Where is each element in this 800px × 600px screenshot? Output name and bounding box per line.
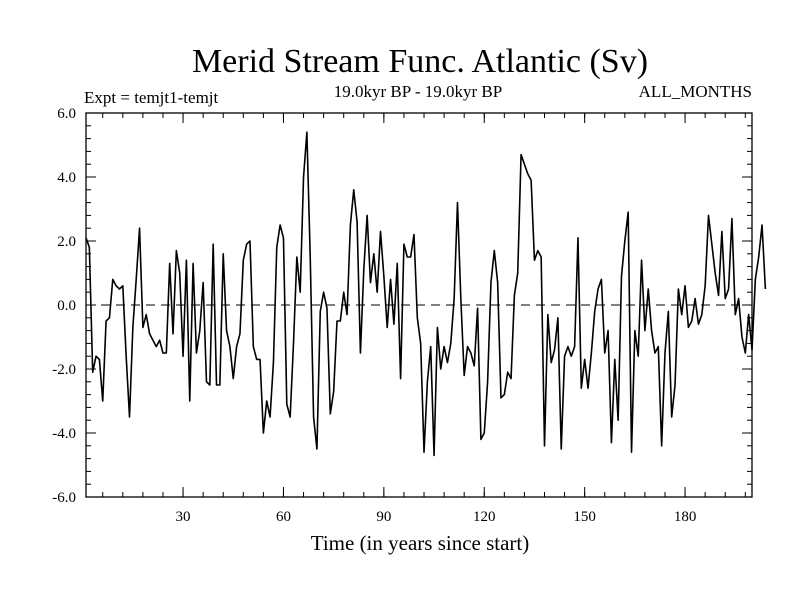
y-tick-label: 0.0: [57, 298, 76, 314]
plot-area: 30 60 90 120 150 180 -6.0 -4.0 -2.0 0.0 2.0 4.0 6.0: [52, 106, 767, 525]
y-tick-label: -4.0: [52, 426, 76, 442]
subtitle-right: ALL_MONTHS: [639, 82, 752, 101]
y-tick-label: 4.0: [57, 170, 76, 186]
chart-title: Merid Stream Func. Atlantic (Sv): [192, 43, 648, 80]
subtitle-center: 19.0kyr BP - 19.0kyr BP: [334, 82, 502, 101]
y-tick-label: -6.0: [52, 490, 76, 506]
x-tick-label: 180: [674, 509, 697, 525]
x-tick-label: 60: [276, 509, 291, 525]
x-tick-label: 120: [473, 509, 496, 525]
subtitle-left: Expt = temjt1-temjt: [84, 88, 219, 107]
y-tick-label: -2.0: [52, 362, 76, 378]
x-tick-label: 30: [176, 509, 191, 525]
y-tick-label: 6.0: [57, 106, 76, 122]
x-axis-label: Time (in years since start): [311, 531, 530, 555]
y-tick-label: 2.0: [57, 234, 76, 250]
x-tick-label: 90: [376, 509, 391, 525]
x-tick-label: 150: [573, 509, 596, 525]
series-line-0: [85, 131, 767, 457]
